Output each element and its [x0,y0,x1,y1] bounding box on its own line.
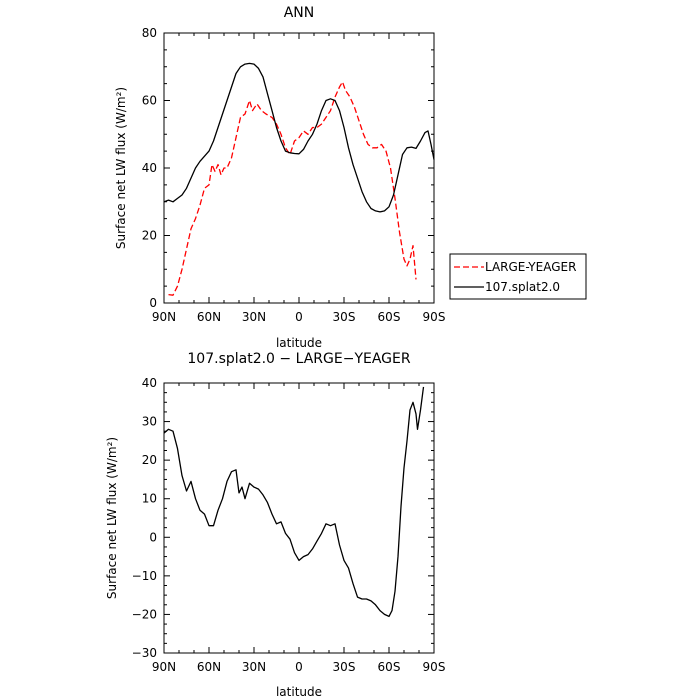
chart-bottom-ylabel: Surface net LW flux (W/m²) [105,437,119,599]
x-tick-label: 30N [242,310,266,324]
y-tick-label: 30 [142,415,157,429]
chart-top-frame [163,32,435,304]
chart-top: ANN 90N 60N 30N 0 30S 60S 90S 0 20 40 60 80 latitud… [114,5,445,350]
y-tick-label: 40 [142,161,157,175]
chart-bottom-frame [163,382,435,654]
chart-top-series [163,62,435,296]
x-tick-label: 90S [423,310,446,324]
x-tick-label: 0 [295,660,303,674]
y-tick-label: 10 [142,492,157,506]
chart-bottom-ticks: 90N 60N 30N 0 30S 60S 90S −30 −20 −10 0 10 20 30 40 [132,376,446,674]
y-tick-label: 40 [142,376,157,390]
legend-label-splat: 107.splat2.0 [485,280,560,294]
x-tick-label: 60N [197,310,221,324]
legend-box [449,253,587,300]
x-tick-label: 60N [197,660,221,674]
chart-top-ylabel: Surface net LW flux (W/m²) [114,87,128,249]
y-tick-label: 0 [149,296,157,310]
x-tick-label: 0 [295,310,303,324]
chart-bottom: 107.splat2.0 − LARGE−YEAGER 90N 60N 30N 0 30… [105,351,445,699]
y-tick-label: −30 [132,646,157,660]
x-tick-label: 60S [378,310,401,324]
series-line-0 [168,81,417,296]
series-line-0 [163,386,425,618]
x-tick-label: 90N [152,660,176,674]
x-tick-label: 30S [333,310,356,324]
chart-top-ticks: 90N 60N 30N 0 30S 60S 90S 0 20 40 60 80 [142,26,446,324]
chart-top-title: ANN [284,5,315,21]
chart-bottom-title: 107.splat2.0 − LARGE−YEAGER [187,351,410,367]
x-tick-label: 30S [333,660,356,674]
y-tick-label: 20 [142,453,157,467]
x-tick-label: 90N [152,310,176,324]
y-tick-label: −20 [132,607,157,621]
chart-top-xlabel: latitude [276,336,322,350]
x-tick-label: 90S [423,660,446,674]
y-tick-label: 60 [142,94,157,108]
legend-label-large-yeager: LARGE-YEAGER [485,260,576,274]
series-line-1 [163,62,435,213]
y-tick-label: −10 [132,569,157,583]
legend: LARGE-YEAGER 107.splat2.0 [449,253,587,300]
y-tick-label: 80 [142,26,157,40]
chart-bottom-xlabel: latitude [276,685,322,699]
y-tick-label: 20 [142,229,157,243]
x-tick-label: 60S [378,660,401,674]
chart-bottom-series [163,386,425,618]
y-tick-label: 0 [149,530,157,544]
x-tick-label: 30N [242,660,266,674]
